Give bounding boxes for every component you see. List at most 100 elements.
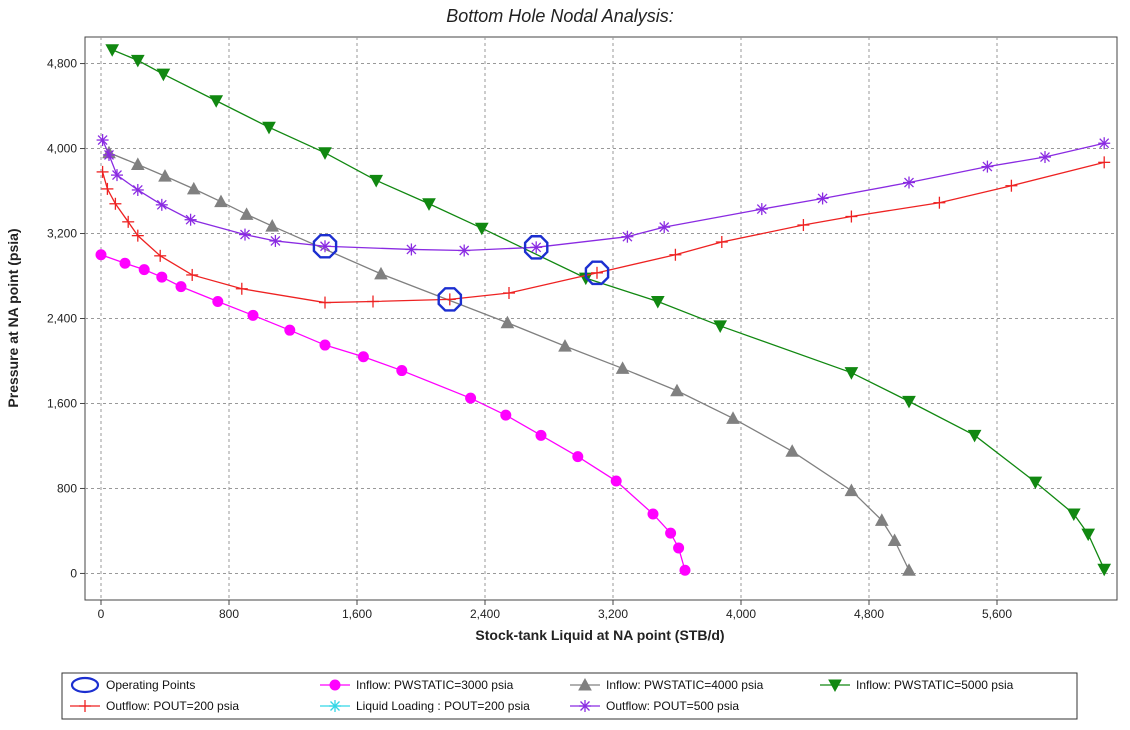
- data-point: [262, 121, 276, 135]
- data-point: [615, 361, 630, 374]
- data-point: [369, 174, 384, 188]
- data-point: [967, 429, 982, 443]
- legend-entry: Inflow: PWSTATIC=3000 psia: [320, 678, 514, 692]
- data-point: [797, 219, 810, 232]
- data-point: [474, 222, 489, 236]
- data-point: [101, 182, 114, 195]
- data-point: [239, 228, 251, 241]
- y-tick-label: 3,200: [47, 227, 77, 241]
- operating-point: [523, 235, 549, 260]
- data-point: [111, 169, 123, 182]
- data-point: [673, 542, 685, 554]
- legend-marker: [578, 677, 592, 691]
- data-point: [670, 383, 684, 397]
- data-point: [105, 44, 120, 57]
- data-point: [130, 157, 145, 170]
- data-point: [844, 483, 859, 497]
- data-point: [458, 244, 471, 257]
- data-point: [902, 563, 916, 576]
- chart-title: Bottom Hole Nodal Analysis:: [446, 6, 673, 26]
- series-3: [96, 156, 1111, 309]
- data-point: [269, 234, 282, 247]
- data-point: [131, 229, 144, 242]
- x-tick-label: 3,200: [598, 607, 628, 621]
- data-point: [212, 296, 224, 308]
- data-point: [186, 268, 199, 281]
- legend-marker: [828, 679, 842, 693]
- data-point: [650, 296, 665, 309]
- data-point: [669, 248, 682, 261]
- data-point: [319, 240, 331, 253]
- x-tick-label: 5,600: [982, 607, 1012, 621]
- data-point: [845, 210, 858, 223]
- data-point: [610, 475, 622, 487]
- legend-marker: [329, 700, 341, 712]
- data-point: [103, 148, 115, 161]
- data-point: [500, 315, 515, 329]
- y-tick-label: 1,600: [47, 396, 77, 410]
- data-point: [96, 165, 109, 178]
- data-point: [158, 169, 172, 182]
- data-point: [1098, 156, 1111, 169]
- data-point: [572, 451, 584, 463]
- data-point: [903, 176, 915, 189]
- data-point: [422, 198, 436, 211]
- data-point: [235, 282, 248, 295]
- data-point: [265, 219, 280, 232]
- data-point: [405, 243, 418, 256]
- data-point: [679, 564, 691, 576]
- data-point: [713, 320, 728, 333]
- data-point: [247, 309, 259, 321]
- data-point: [131, 183, 144, 196]
- operating-point: [584, 260, 610, 286]
- x-tick-label: 1,600: [342, 607, 372, 621]
- data-point: [186, 181, 201, 195]
- data-point: [1081, 528, 1096, 542]
- legend-label: Inflow: PWSTATIC=3000 psia: [356, 678, 514, 692]
- legend-entry: Inflow: PWSTATIC=4000 psia: [570, 677, 764, 692]
- y-tick-label: 800: [57, 481, 77, 495]
- data-point: [874, 513, 889, 526]
- y-axis-label: Pressure at NA point (psia): [5, 228, 21, 407]
- data-point: [156, 68, 171, 82]
- data-point: [184, 213, 197, 226]
- y-tick-label: 0: [70, 566, 77, 580]
- legend-label: Inflow: PWSTATIC=4000 psia: [606, 678, 764, 692]
- series-5: [96, 134, 1111, 257]
- data-point: [209, 95, 224, 108]
- data-point: [981, 160, 994, 173]
- data-point: [357, 351, 369, 363]
- legend-marker: [579, 700, 591, 712]
- series-layer: [95, 44, 1112, 577]
- data-point: [443, 293, 456, 306]
- data-point: [647, 508, 659, 520]
- legend-marker: [79, 700, 91, 712]
- x-axis-label: Stock-tank Liquid at NA point (STB/d): [475, 627, 724, 643]
- data-point: [396, 365, 408, 377]
- legend-label: Liquid Loading : POUT=200 psia: [356, 699, 530, 713]
- legend-entry: Inflow: PWSTATIC=5000 psia: [820, 678, 1014, 693]
- data-point: [755, 203, 768, 216]
- legend-label: Outflow: POUT=500 psia: [606, 699, 739, 713]
- data-point: [284, 324, 296, 336]
- legend: Operating Points Inflow: PWSTATIC=3000 ps…: [70, 676, 1014, 713]
- data-point: [318, 147, 332, 160]
- legend-label: Inflow: PWSTATIC=5000 psia: [856, 678, 1014, 692]
- data-point: [130, 54, 145, 68]
- data-point: [119, 257, 131, 269]
- operating-points-layer: [312, 233, 610, 312]
- x-tick-label: 4,000: [726, 607, 756, 621]
- legend-box: [61, 672, 1078, 720]
- data-point: [1039, 151, 1051, 164]
- legend-label: Operating Points: [106, 678, 195, 692]
- series-2: [105, 44, 1112, 577]
- data-point: [887, 533, 902, 547]
- data-point: [465, 392, 477, 404]
- data-point: [156, 271, 168, 283]
- operating-point: [437, 287, 463, 312]
- data-point: [1028, 476, 1043, 490]
- data-point: [138, 264, 150, 276]
- data-point: [374, 266, 388, 280]
- series-line: [102, 139, 1105, 252]
- x-tick-label: 0: [98, 607, 105, 621]
